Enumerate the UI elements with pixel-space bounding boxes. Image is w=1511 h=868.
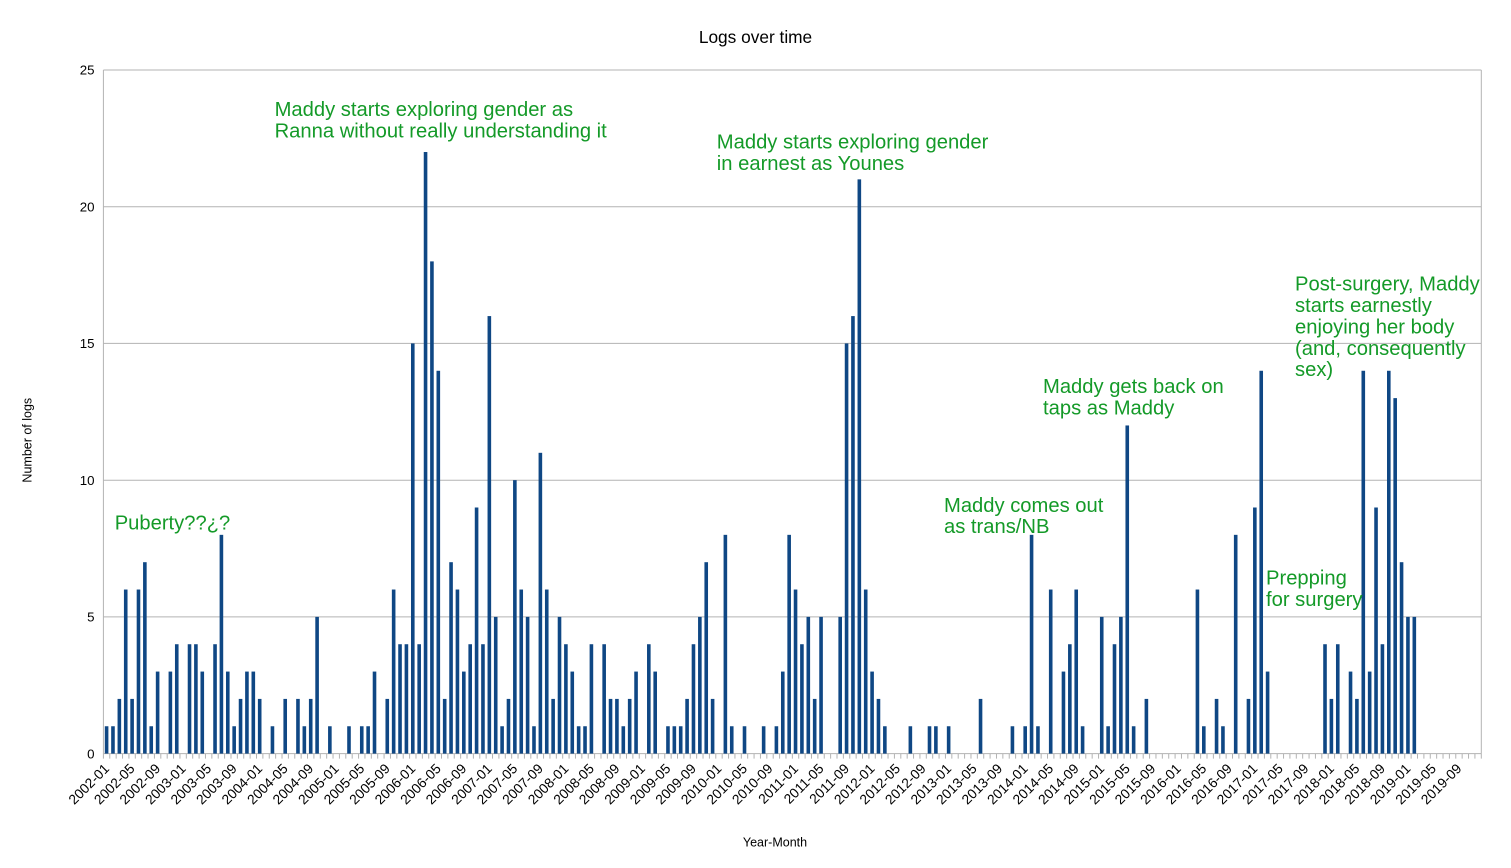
svg-text:sex): sex) [1295, 359, 1333, 381]
svg-text:as trans/NB: as trans/NB [944, 516, 1049, 538]
svg-text:enjoying her body: enjoying her body [1295, 316, 1455, 338]
svg-text:10: 10 [80, 473, 95, 488]
svg-text:Prepping: Prepping [1266, 567, 1347, 589]
svg-text:starts earnestly: starts earnestly [1295, 295, 1433, 317]
svg-text:5: 5 [87, 610, 94, 625]
svg-text:Number of logs: Number of logs [21, 398, 35, 483]
svg-text:20: 20 [80, 199, 95, 214]
svg-text:for surgery: for surgery [1266, 589, 1363, 611]
svg-text:Maddy starts exploring gender: Maddy starts exploring gender as [275, 99, 573, 121]
svg-text:25: 25 [80, 63, 95, 78]
svg-text:Ranna without really understan: Ranna without really understanding it [275, 121, 608, 143]
svg-text:15: 15 [80, 336, 95, 351]
svg-text:in earnest as Younes: in earnest as Younes [717, 153, 904, 175]
svg-text:taps as Maddy: taps as Maddy [1043, 398, 1175, 420]
svg-text:Logs over time: Logs over time [699, 27, 812, 47]
svg-text:Post-surgery, Maddy: Post-surgery, Maddy [1295, 274, 1481, 296]
svg-text:Puberty??¿?: Puberty??¿? [115, 513, 231, 535]
svg-text:Year-Month: Year-Month [743, 836, 807, 850]
svg-text:Maddy comes out: Maddy comes out [944, 495, 1104, 517]
svg-text:Maddy gets back on: Maddy gets back on [1043, 376, 1224, 398]
svg-text:0: 0 [87, 746, 94, 761]
svg-text:(and, consequently: (and, consequently [1295, 338, 1466, 360]
svg-text:Maddy starts exploring gender: Maddy starts exploring gender [717, 132, 989, 154]
